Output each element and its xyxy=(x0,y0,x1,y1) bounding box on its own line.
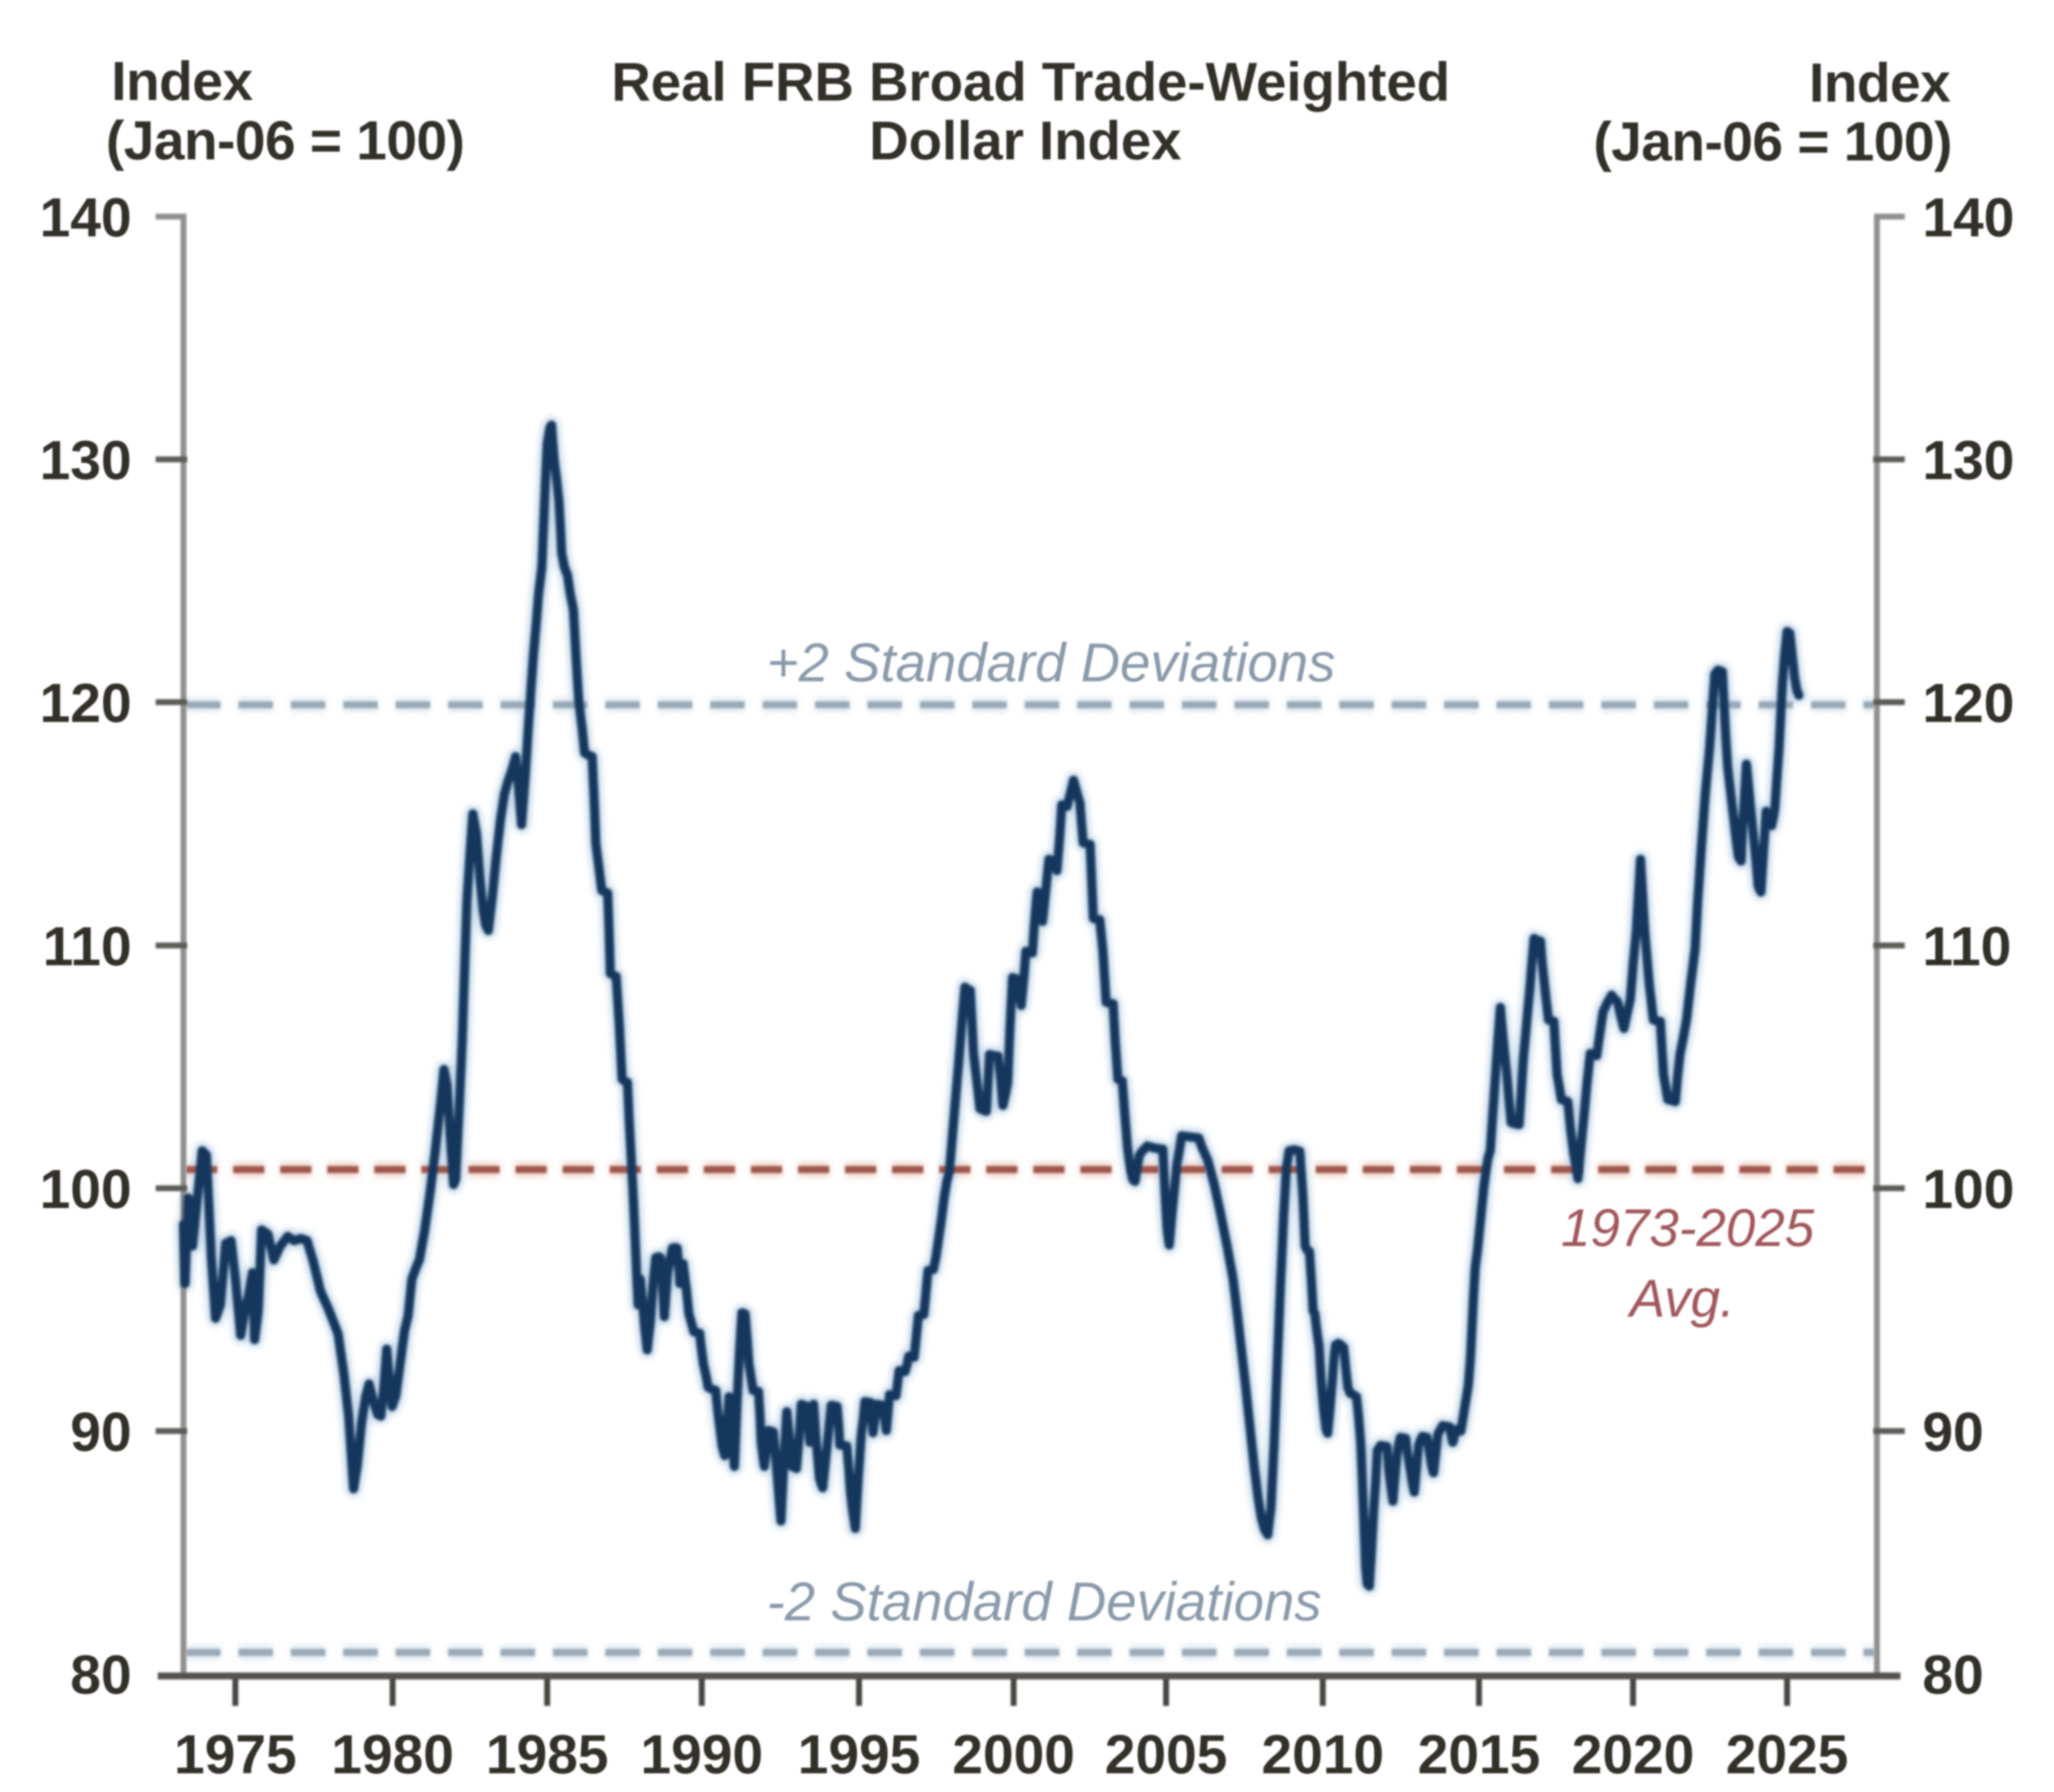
svg-text:90: 90 xyxy=(70,1401,132,1463)
svg-text:80: 80 xyxy=(1922,1644,1984,1705)
svg-text:80: 80 xyxy=(70,1644,132,1705)
svg-text:100: 100 xyxy=(1922,1158,2014,1220)
svg-text:Real FRB Broad Trade-Weighted: Real FRB Broad Trade-Weighted xyxy=(611,51,1450,112)
svg-text:110: 110 xyxy=(43,916,132,977)
svg-text:1985: 1985 xyxy=(486,1724,608,1785)
svg-text:2020: 2020 xyxy=(1572,1724,1694,1785)
svg-text:(Jan-06 = 100): (Jan-06 = 100) xyxy=(1593,111,1952,172)
svg-text:90: 90 xyxy=(1922,1401,1984,1463)
svg-text:Dollar Index: Dollar Index xyxy=(869,110,1182,171)
svg-text:100: 100 xyxy=(40,1158,132,1220)
svg-text:130: 130 xyxy=(1922,429,2014,491)
svg-text:Avg.: Avg. xyxy=(1627,1268,1735,1328)
svg-text:(Jan-06 = 100): (Jan-06 = 100) xyxy=(106,110,464,171)
svg-text:Index: Index xyxy=(111,50,253,112)
svg-text:130: 130 xyxy=(40,429,132,491)
svg-text:140: 140 xyxy=(40,187,132,248)
svg-text:140: 140 xyxy=(1922,187,2014,248)
svg-text:1995: 1995 xyxy=(798,1724,920,1785)
svg-text:2025: 2025 xyxy=(1726,1724,1848,1785)
svg-text:120: 120 xyxy=(40,672,132,734)
svg-text:1973-2025: 1973-2025 xyxy=(1561,1198,1814,1257)
svg-text:110: 110 xyxy=(1922,916,2011,977)
svg-text:2005: 2005 xyxy=(1105,1724,1227,1785)
svg-text:2015: 2015 xyxy=(1417,1724,1540,1785)
svg-text:1975: 1975 xyxy=(174,1724,296,1785)
svg-text:2010: 2010 xyxy=(1261,1724,1384,1785)
svg-text:+2 Standard Deviations: +2 Standard Deviations xyxy=(767,632,1335,693)
svg-text:Index: Index xyxy=(1809,52,1951,113)
svg-text:120: 120 xyxy=(1922,672,2014,734)
svg-text:-2 Standard Deviations: -2 Standard Deviations xyxy=(767,1571,1322,1632)
svg-text:2000: 2000 xyxy=(952,1724,1075,1785)
svg-text:1980: 1980 xyxy=(331,1724,454,1785)
svg-text:1990: 1990 xyxy=(640,1724,763,1785)
